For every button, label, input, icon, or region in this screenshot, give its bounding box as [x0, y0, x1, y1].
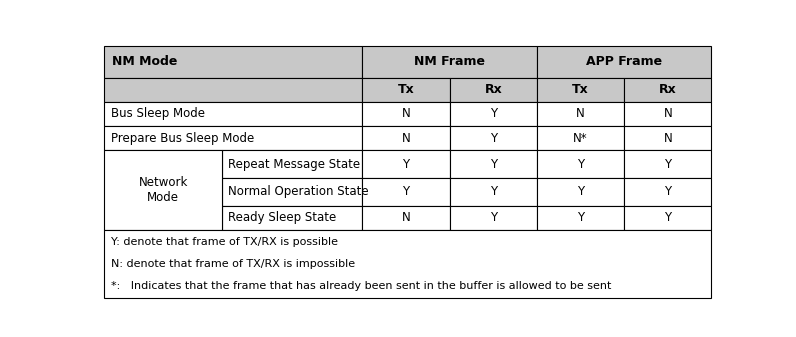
Bar [362, 46, 537, 78]
Text: Y: Y [577, 212, 584, 224]
Text: Y: Y [490, 185, 497, 198]
Text: N: N [402, 108, 411, 120]
Text: Ready Sleep State: Ready Sleep State [228, 212, 337, 224]
Text: Y: Y [403, 158, 410, 171]
Text: *:   Indicates that the frame that has already been sent in the buffer is allowe: *: Indicates that the frame that has alr… [111, 281, 611, 290]
Bar [222, 206, 362, 230]
Bar [450, 126, 537, 150]
Text: Y: Y [490, 158, 497, 171]
Bar [450, 150, 537, 178]
Text: Network
Mode: Network Mode [139, 176, 188, 204]
Bar [624, 126, 712, 150]
Text: APP Frame: APP Frame [586, 55, 662, 68]
Bar [624, 102, 712, 126]
Bar [537, 206, 624, 230]
Text: Y: Y [577, 158, 584, 171]
Text: Y: Y [490, 132, 497, 145]
Text: Normal Operation State: Normal Operation State [228, 185, 369, 198]
Text: N: N [576, 108, 585, 120]
Text: Prepare Bus Sleep Mode: Prepare Bus Sleep Mode [111, 132, 254, 145]
Text: Repeat Message State: Repeat Message State [228, 158, 361, 171]
Bar [362, 78, 450, 102]
Bar [104, 46, 362, 78]
Bar [624, 150, 712, 178]
Text: Y: Y [403, 185, 410, 198]
Bar [537, 178, 624, 206]
Text: Y: Y [490, 212, 497, 224]
Bar [362, 206, 450, 230]
Bar [537, 78, 624, 102]
Bar [362, 150, 450, 178]
Text: NM Mode: NM Mode [111, 55, 178, 68]
Bar [104, 150, 222, 230]
Bar [450, 78, 537, 102]
Bar [624, 178, 712, 206]
Bar [104, 230, 712, 298]
Bar [450, 206, 537, 230]
Bar [450, 102, 537, 126]
Bar [362, 102, 450, 126]
Text: N: N [663, 132, 672, 145]
Bar [537, 102, 624, 126]
Bar [537, 126, 624, 150]
Text: Y: denote that frame of TX/RX is possible: Y: denote that frame of TX/RX is possibl… [111, 237, 338, 247]
Text: Rx: Rx [659, 83, 677, 96]
Text: N: N [402, 212, 411, 224]
Text: N: denote that frame of TX/RX is impossible: N: denote that frame of TX/RX is impossi… [111, 259, 355, 269]
Text: Tx: Tx [572, 83, 589, 96]
Bar [222, 178, 362, 206]
Bar [362, 178, 450, 206]
Bar [222, 150, 362, 178]
Bar [537, 150, 624, 178]
Text: Rx: Rx [485, 83, 502, 96]
Bar [104, 78, 362, 102]
Bar [362, 126, 450, 150]
Bar [450, 178, 537, 206]
Text: N: N [402, 132, 411, 145]
Bar [104, 126, 362, 150]
Text: NM Frame: NM Frame [414, 55, 486, 68]
Text: N*: N* [573, 132, 588, 145]
Text: Y: Y [577, 185, 584, 198]
Bar [537, 46, 712, 78]
Bar [624, 78, 712, 102]
Text: Y: Y [665, 185, 671, 198]
Bar [624, 206, 712, 230]
Text: Bus Sleep Mode: Bus Sleep Mode [111, 108, 205, 120]
Text: Y: Y [490, 108, 497, 120]
Text: Y: Y [665, 212, 671, 224]
Text: Tx: Tx [398, 83, 415, 96]
Bar [104, 102, 362, 126]
Text: N: N [663, 108, 672, 120]
Text: Y: Y [665, 158, 671, 171]
